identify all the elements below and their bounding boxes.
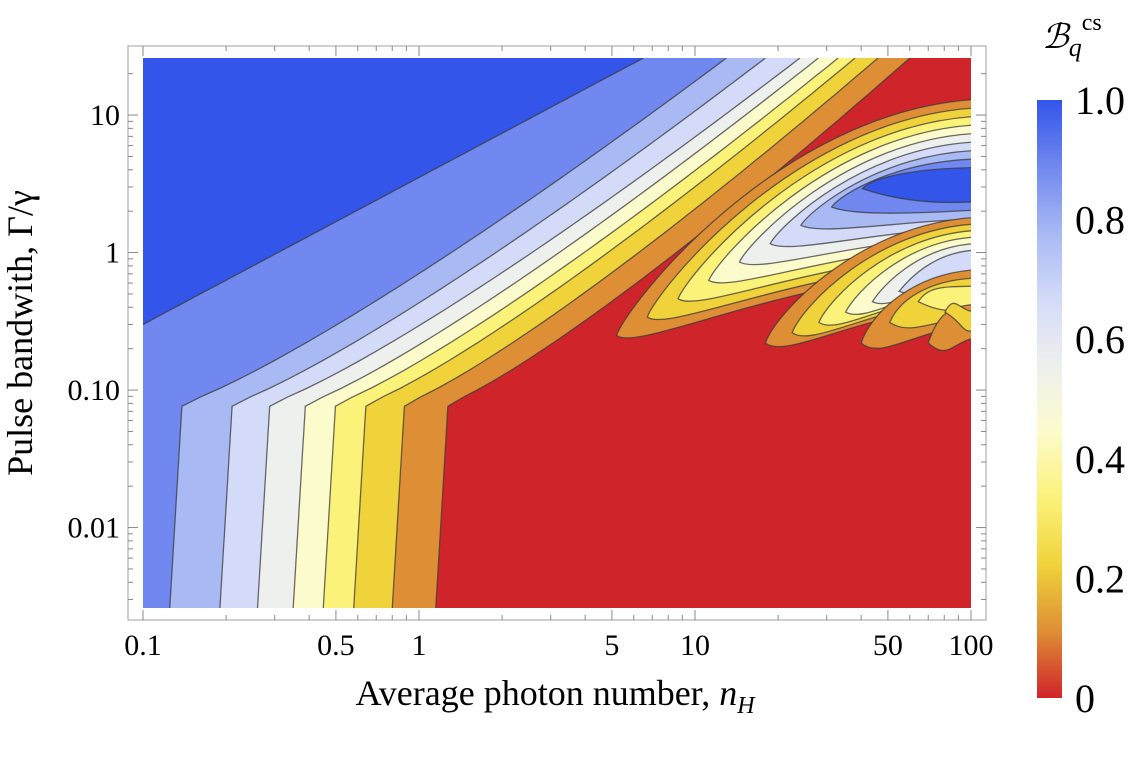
x-tick-label: 0.5 [317,629,355,662]
colorbar: 1.0 0.8 0.6 0.4 0.2 0 ℬqcs [1037,10,1125,721]
colorbar-tick-label: 0.8 [1075,198,1125,243]
x-axis-tick-labels: 0.1 0.5 1 5 10 50 100 [124,629,993,662]
contour-line-0.1 [435,58,911,608]
colorbar-tick-label: 1.0 [1075,78,1125,123]
lobe-1-level-0.9 [861,167,971,204]
x-axis-label-sub: H [736,693,756,719]
colorbar-tick-label: 0.2 [1075,556,1125,601]
colorbar-title-main: ℬ [1042,19,1071,56]
x-axis-label-var: n [719,673,737,713]
y-axis-ticks [128,73,986,600]
x-axis-label: Average photon number, nH [355,673,756,719]
contour-line-0.9 [143,58,644,326]
colorbar-gradient [1037,100,1062,698]
x-tick-label: 1 [412,629,427,662]
contour-line-0.8 [169,58,727,608]
colorbar-tick-label: 0.4 [1075,437,1125,482]
x-tick-label: 10 [680,629,710,662]
contour-line-0.7 [219,58,766,608]
y-tick-label: 1 [105,237,120,270]
x-tick-label: 50 [873,629,903,662]
x-tick-label: 100 [949,629,994,662]
y-tick-label: 0.10 [68,374,121,407]
contour-line-0.4 [322,58,839,608]
y-tick-label: 10 [90,99,120,132]
x-tick-label: 5 [604,629,619,662]
y-axis-label: Pulse bandwith, Γ/γ [0,190,40,476]
x-axis-label-text: Average photon number, [355,673,719,713]
x-tick-label: 0.1 [124,629,162,662]
contour-line-0.2 [391,58,879,608]
colorbar-tick-labels: 1.0 0.8 0.6 0.4 0.2 0 [1075,78,1125,721]
colorbar-title-sub: q [1069,33,1082,62]
y-axis-tick-labels: 0.01 0.10 1 10 [68,99,121,545]
contour-line-0.3 [353,58,856,608]
contour-line-0.5 [292,58,819,608]
colorbar-tick-label: 0.6 [1075,317,1125,362]
y-tick-label: 0.01 [68,512,121,545]
lobe-4-level-0.2 [944,302,971,332]
plot-area [143,58,971,608]
contour-line-0.6 [256,58,801,608]
x-axis-ticks [142,46,972,620]
colorbar-title-sup: cs [1082,10,1102,36]
colorbar-title: ℬqcs [1042,10,1102,62]
colorbar-tick-label: 0 [1075,676,1095,721]
plot-frame [127,45,987,621]
